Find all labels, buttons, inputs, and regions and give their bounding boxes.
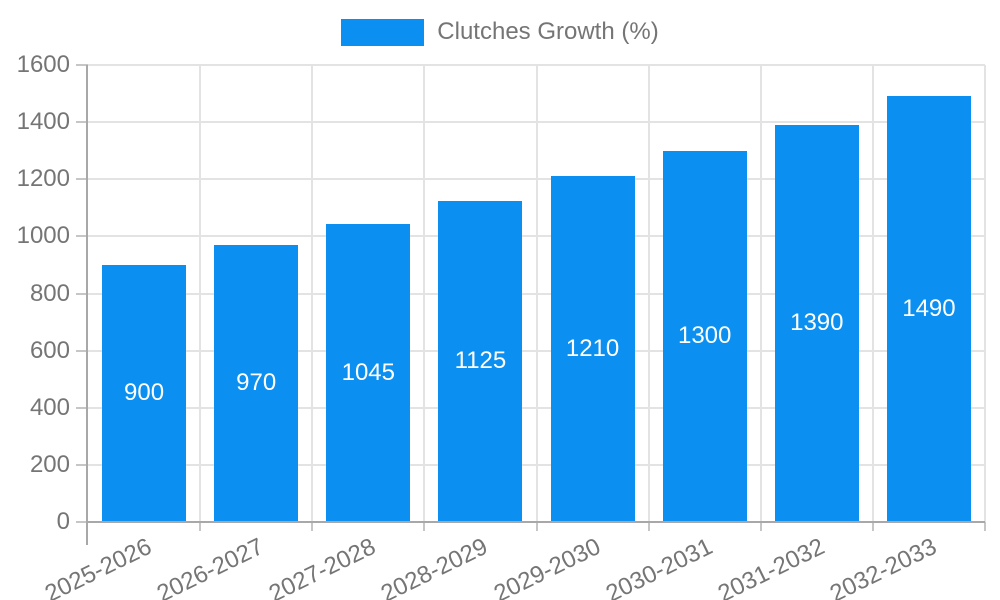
y-axis-tick-label: 1200 xyxy=(16,165,70,193)
y-axis-tick xyxy=(76,64,88,66)
y-axis-tick xyxy=(76,292,88,295)
y-axis-tick xyxy=(76,406,88,409)
y-axis-tick-label: 0 xyxy=(56,508,70,535)
bar[interactable] xyxy=(550,176,635,522)
x-axis-tick xyxy=(647,522,650,531)
bar[interactable] xyxy=(214,244,299,522)
bar[interactable] xyxy=(662,150,747,522)
gridline-vertical xyxy=(311,65,314,522)
gridline-vertical xyxy=(759,65,762,522)
bar-value-label: 1125 xyxy=(454,347,507,375)
x-axis-tick xyxy=(871,522,874,531)
y-axis-tick-label: 800 xyxy=(29,279,70,307)
legend[interactable]: Clutches Growth (%) xyxy=(0,17,1000,47)
y-axis-tick xyxy=(76,178,88,181)
y-axis-tick xyxy=(76,349,88,352)
x-axis-tick xyxy=(199,522,202,531)
bar[interactable] xyxy=(438,200,523,522)
bar[interactable] xyxy=(774,124,859,522)
y-axis-tick-label: 1000 xyxy=(16,222,70,250)
bar-value-label: 1300 xyxy=(677,322,732,350)
gridline-vertical xyxy=(984,65,986,522)
bar[interactable] xyxy=(102,264,187,522)
x-axis-tick xyxy=(535,522,538,531)
gridline-vertical xyxy=(871,65,874,522)
x-axis-line xyxy=(86,521,985,523)
y-axis-tick xyxy=(76,121,88,124)
legend-swatch xyxy=(341,18,425,46)
y-axis-tick-label: 200 xyxy=(29,450,70,478)
bar-value-label: 1210 xyxy=(565,335,620,363)
gridline-vertical xyxy=(423,65,426,522)
y-axis-tick-label: 1400 xyxy=(16,108,70,136)
y-axis-tick xyxy=(76,463,88,466)
bar-value-label: 1490 xyxy=(902,295,956,323)
x-axis-tick xyxy=(423,522,426,531)
gridline-vertical xyxy=(647,65,650,522)
y-axis-tick-label: 400 xyxy=(29,393,70,421)
x-axis-tick xyxy=(759,522,762,531)
y-axis-tick-label: 600 xyxy=(29,336,70,364)
gridline-vertical xyxy=(535,65,538,522)
y-axis-line xyxy=(86,65,88,545)
gridline-vertical xyxy=(199,65,202,522)
bar-value-label: 900 xyxy=(124,379,165,407)
x-axis-category-label: 2025-2026 xyxy=(40,533,156,600)
bar-value-label: 1390 xyxy=(790,309,844,337)
y-axis-tick xyxy=(76,521,88,523)
y-axis-tick-label: 1600 xyxy=(16,51,70,78)
bar-value-label: 1045 xyxy=(341,358,395,386)
x-axis-tick xyxy=(984,522,986,531)
x-axis-tick xyxy=(311,522,314,531)
bar-value-label: 970 xyxy=(236,369,277,397)
bar[interactable] xyxy=(326,223,411,522)
bar[interactable] xyxy=(886,96,971,522)
legend-label: Clutches Growth (%) xyxy=(437,18,659,45)
y-axis-tick xyxy=(76,235,88,238)
